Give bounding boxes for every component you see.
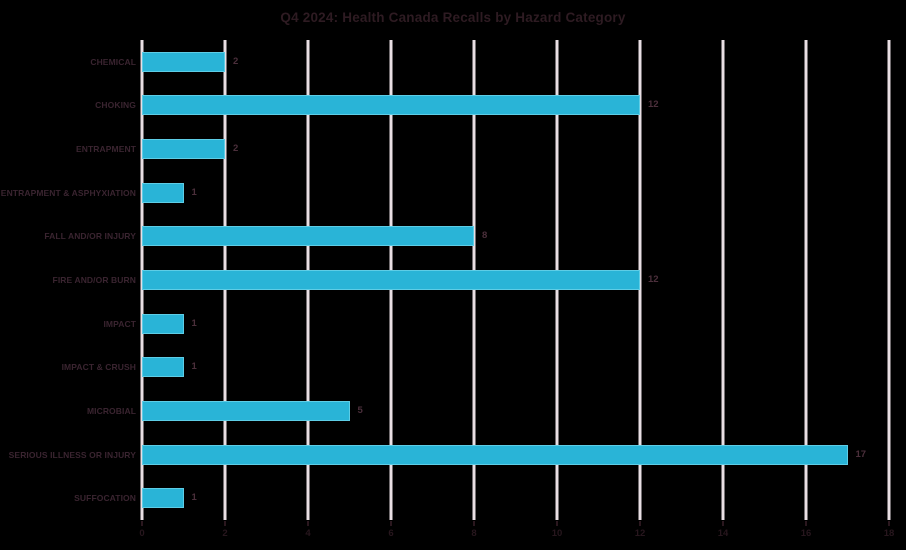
x-tick-mark xyxy=(805,521,807,526)
category-label: ENTRAPMENT & ASPHYXIATION xyxy=(0,187,136,198)
chart-title: Q4 2024: Health Canada Recalls by Hazard… xyxy=(280,10,626,25)
bar-serious-illness-or-injury xyxy=(142,444,848,465)
value-label: 1 xyxy=(191,186,197,198)
x-tick-label: 10 xyxy=(551,528,563,539)
x-tick-mark xyxy=(722,521,724,526)
value-label: 1 xyxy=(191,492,197,504)
bar-chemical xyxy=(142,51,225,72)
x-tick-label: 18 xyxy=(883,528,895,539)
gridline-x-16 xyxy=(804,40,808,520)
bar-suffocation xyxy=(142,488,184,509)
x-tick-label: 14 xyxy=(717,528,729,539)
bar-entrapment-asphyxiation xyxy=(142,182,184,203)
x-tick-mark xyxy=(224,521,226,526)
bar-entrapment xyxy=(142,139,225,160)
value-label: 12 xyxy=(648,99,659,111)
x-tick-mark xyxy=(390,521,392,526)
category-label: ENTRAPMENT xyxy=(75,144,136,155)
x-tick-mark xyxy=(888,521,890,526)
category-label: CHOKING xyxy=(95,100,136,111)
x-tick-label: 2 xyxy=(222,528,228,539)
x-tick-label: 16 xyxy=(800,528,812,539)
x-tick-label: 0 xyxy=(139,528,145,539)
value-label: 8 xyxy=(482,230,488,242)
category-label: SERIOUS ILLNESS OR INJURY xyxy=(8,449,136,460)
gridline-x-12 xyxy=(638,40,642,520)
x-tick-label: 8 xyxy=(471,528,477,539)
bar-impact-crush xyxy=(142,357,184,378)
gridline-x-14 xyxy=(721,40,725,520)
category-label: MICROBIAL xyxy=(86,405,136,416)
x-tick-mark xyxy=(639,521,641,526)
x-tick-label: 4 xyxy=(305,528,311,539)
value-label: 17 xyxy=(855,448,867,460)
bar-microbial xyxy=(142,400,350,421)
x-tick-mark xyxy=(307,521,309,526)
bar-fall-and-or-injury xyxy=(142,226,474,247)
bar-fire-and-or-burn xyxy=(142,270,640,290)
value-label: 5 xyxy=(357,404,363,416)
x-tick-mark xyxy=(556,521,558,526)
x-tick-label: 6 xyxy=(388,528,394,539)
gridline-x-18 xyxy=(887,40,891,520)
category-label: CHEMICAL xyxy=(90,56,136,67)
value-label: 2 xyxy=(233,143,239,155)
bar-impact xyxy=(142,313,184,334)
x-tick-mark xyxy=(141,521,143,526)
plot-area: 2 12 2 1 8 12 1 1 5 17 1 xyxy=(140,40,891,520)
category-label: FALL AND/OR INJURY xyxy=(44,231,136,242)
category-label: SUFFOCATION xyxy=(74,493,136,504)
value-label: 1 xyxy=(191,317,197,329)
value-label: 1 xyxy=(191,361,197,373)
category-label: IMPACT xyxy=(103,318,136,329)
category-label: FIRE AND/OR BURN xyxy=(52,275,136,285)
category-label: IMPACT & CRUSH xyxy=(61,362,136,373)
x-tick-mark xyxy=(473,521,475,526)
bar-choking xyxy=(142,95,640,116)
x-tick-label: 12 xyxy=(634,528,646,539)
value-label: 12 xyxy=(648,274,659,285)
value-label: 2 xyxy=(233,55,239,67)
